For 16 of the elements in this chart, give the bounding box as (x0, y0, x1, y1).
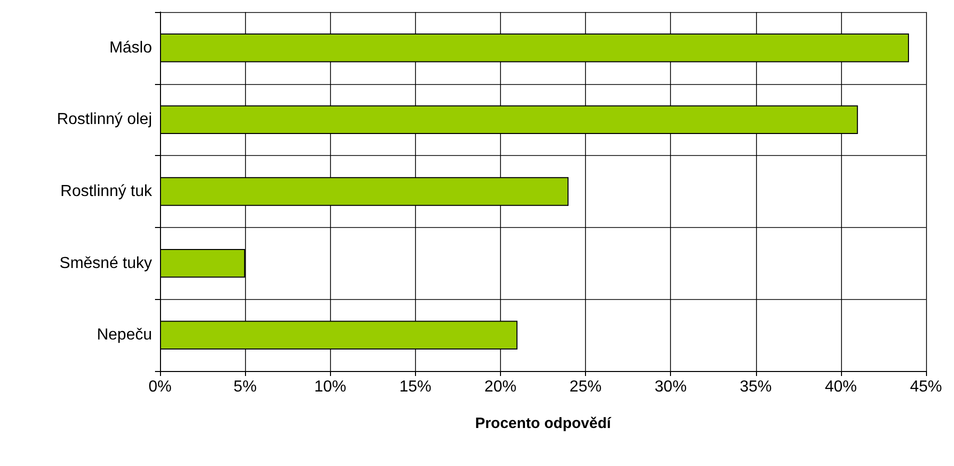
x-tick-label: 0% (148, 378, 172, 396)
x-tick-label: 40% (824, 378, 857, 396)
x-tick-label: 35% (740, 378, 772, 396)
x-tick-label: 5% (234, 378, 257, 396)
y-tick-label: Nepeču (96, 326, 152, 344)
y-tick-label: Směsné tuky (60, 254, 152, 272)
y-tick-label: Rostlinný tuk (60, 183, 153, 200)
x-tick-label: 15% (399, 378, 432, 396)
x-tick-label: 25% (570, 378, 602, 396)
x-tick-label: 20% (484, 378, 516, 396)
y-tick-label: Máslo (109, 39, 152, 56)
x-axis-title: Procento odpovědí (475, 415, 612, 432)
x-tick-label: 45% (910, 378, 942, 396)
x-tick-label: 10% (314, 378, 346, 396)
y-tick-label: Rostlinný olej (56, 111, 152, 128)
x-tick-label: 30% (654, 378, 687, 396)
